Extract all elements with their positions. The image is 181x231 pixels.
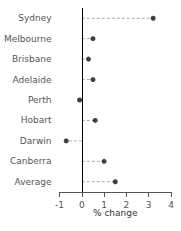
svg-text:Darwin: Darwin bbox=[20, 136, 52, 146]
svg-text:1: 1 bbox=[101, 200, 107, 210]
svg-text:-1: -1 bbox=[55, 200, 64, 210]
svg-text:Sydney: Sydney bbox=[18, 13, 52, 23]
svg-text:Melbourne: Melbourne bbox=[4, 34, 52, 44]
svg-text:Adelaide: Adelaide bbox=[12, 75, 51, 85]
svg-text:2: 2 bbox=[124, 200, 130, 210]
svg-text:Canberra: Canberra bbox=[10, 156, 52, 166]
svg-text:3: 3 bbox=[146, 200, 152, 210]
svg-text:% change: % change bbox=[93, 208, 138, 218]
svg-text:Perth: Perth bbox=[28, 95, 52, 105]
svg-text:Brisbane: Brisbane bbox=[12, 54, 52, 64]
svg-text:Average: Average bbox=[15, 177, 52, 187]
svg-text:4: 4 bbox=[168, 200, 174, 210]
svg-text:Hobart: Hobart bbox=[21, 115, 52, 125]
svg-text:0: 0 bbox=[79, 200, 85, 210]
